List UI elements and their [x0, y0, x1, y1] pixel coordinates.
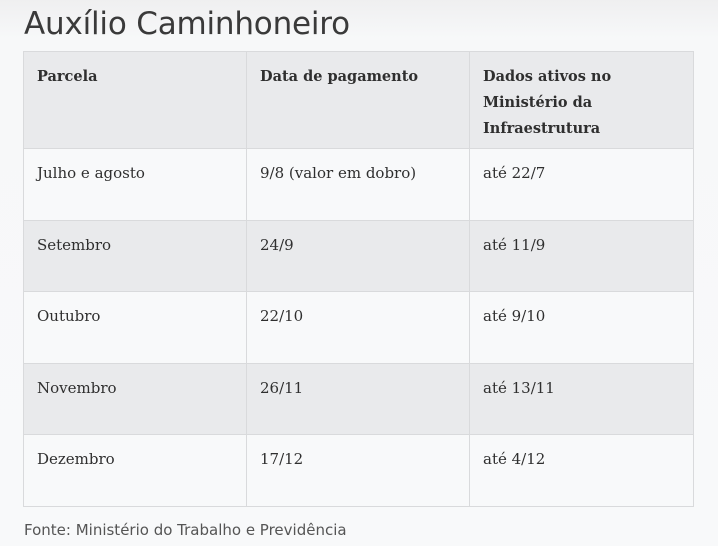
column-header-parcela: Parcela — [23, 51, 247, 149]
payment-schedule-table: Parcela Data de pagamento Dados ativos n… — [23, 51, 694, 507]
cell-dados-ativos: até 4/12 — [469, 434, 694, 507]
table-row: Outubro 22/10 até 9/10 — [23, 291, 694, 364]
column-header-dados-ativos: Dados ativos no Ministério da Infraestru… — [469, 51, 694, 149]
table-row: Novembro 26/11 até 13/11 — [23, 362, 694, 436]
cell-data-pagamento: 22/10 — [246, 291, 470, 364]
source-caption: Fonte: Ministério do Trabalho e Previdên… — [24, 521, 347, 539]
page-title: Auxílio Caminhoneiro — [24, 6, 350, 42]
table-header-row: Parcela Data de pagamento Dados ativos n… — [23, 51, 694, 149]
cell-dados-ativos: até 11/9 — [469, 219, 694, 293]
cell-dados-ativos: até 9/10 — [469, 291, 694, 364]
table-row: Julho e agosto 9/8 (valor em dobro) até … — [23, 148, 694, 221]
table-row: Dezembro 17/12 até 4/12 — [23, 434, 694, 507]
table-body: Julho e agosto 9/8 (valor em dobro) até … — [23, 148, 694, 507]
cell-data-pagamento: 26/11 — [246, 362, 470, 436]
table-row: Setembro 24/9 até 11/9 — [23, 219, 694, 293]
cell-dados-ativos: até 22/7 — [469, 148, 694, 221]
cell-dados-ativos: até 13/11 — [469, 362, 694, 436]
cell-parcela: Setembro — [23, 219, 247, 293]
cell-parcela: Julho e agosto — [23, 148, 247, 221]
cell-data-pagamento: 17/12 — [246, 434, 470, 507]
column-header-data-pagamento: Data de pagamento — [246, 51, 470, 149]
cell-data-pagamento: 24/9 — [246, 219, 470, 293]
cell-parcela: Outubro — [23, 291, 247, 364]
table-header: Parcela Data de pagamento Dados ativos n… — [23, 51, 694, 149]
cell-parcela: Novembro — [23, 362, 247, 436]
cell-parcela: Dezembro — [23, 434, 247, 507]
cell-data-pagamento: 9/8 (valor em dobro) — [246, 148, 470, 221]
